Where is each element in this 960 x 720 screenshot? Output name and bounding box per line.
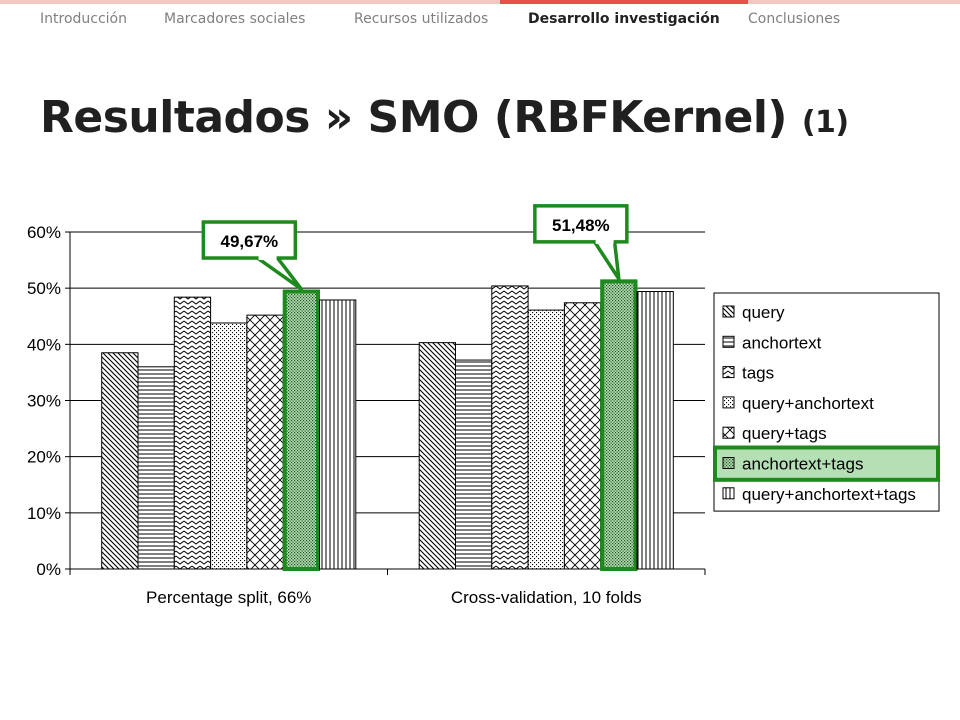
top-navigation: Introducción Marcadores sociales Recurso… — [0, 0, 960, 38]
x-category-label: Percentage split, 66% — [146, 588, 311, 607]
y-tick-label: 10% — [27, 504, 61, 523]
callout-pointer — [592, 240, 621, 281]
bar-tags — [173, 296, 212, 570]
callout-pointer-mask — [258, 255, 277, 261]
y-tick-label: 20% — [27, 448, 61, 467]
chart-labels: 0% 10% 20% 30% 40% 50% 60% Percentage split, 66… — [27, 223, 642, 607]
callout-label: 49,67% — [221, 232, 279, 251]
legend-swatch — [722, 305, 735, 318]
slide-title-main: Resultados » SMO (RBFKernel) — [40, 92, 802, 143]
callout-pointer — [255, 256, 304, 291]
chart-bars — [101, 279, 674, 571]
legend-label: query — [742, 303, 785, 322]
value-callout: 51,48% — [533, 204, 629, 281]
legend-label: query+anchortext — [742, 394, 874, 413]
legend-swatch — [722, 366, 735, 379]
nav-progress-track — [0, 0, 960, 4]
callout-box — [201, 220, 298, 260]
slide-title-sub: (1) — [801, 105, 849, 140]
legend-swatch — [722, 335, 735, 348]
bar-query-anchortext — [210, 322, 248, 570]
bar-query-tags — [563, 302, 602, 570]
nav-tab-conclusiones[interactable]: Conclusiones — [748, 11, 841, 27]
callout-pointer-mask — [595, 238, 614, 244]
bar-query — [101, 352, 139, 570]
legend-swatch — [722, 396, 735, 409]
legend-label: anchortext — [742, 333, 822, 352]
slide-title: Resultados » SMO (RBFKernel) (1) — [40, 92, 849, 143]
legend-swatch — [722, 487, 735, 500]
bar-query-anchortext — [527, 309, 565, 570]
bar-anchortext-tags — [282, 289, 321, 571]
bar-query-tags — [246, 314, 284, 570]
x-category-label: Cross-validation, 10 folds — [451, 588, 642, 607]
nav-tab-introduccion[interactable]: Introducción — [40, 11, 127, 27]
nav-tab-desarrollo-investigacion[interactable]: Desarrollo investigación — [500, 0, 748, 38]
y-tick-label: 50% — [27, 279, 61, 298]
callout-box — [533, 204, 629, 244]
y-tick-label: 30% — [27, 392, 61, 411]
legend-label: tags — [742, 364, 774, 383]
y-tick-label: 0% — [36, 560, 61, 579]
nav-tab-recursos-utilizados[interactable]: Recursos utilizados — [354, 11, 489, 27]
bar-query — [418, 342, 457, 570]
legend-label: anchortext+tags — [742, 455, 863, 474]
legend-highlight — [713, 445, 940, 482]
chart-callouts: 49,67% 51,48% — [201, 204, 629, 291]
bar-anchortext — [137, 366, 175, 570]
y-tick-label: 40% — [27, 335, 61, 354]
chart-legend: query anchortext tags query+anchortext query… — [713, 292, 940, 512]
legend-swatch — [722, 426, 735, 439]
callout-label: 51,48% — [552, 216, 610, 235]
value-callout: 49,67% — [201, 220, 304, 291]
legend-swatch — [722, 457, 735, 469]
bar-query-anchortext-tags — [636, 291, 674, 570]
bar-anchortext-tags — [600, 279, 638, 571]
bar-query-anchortext-tags — [319, 299, 357, 570]
y-tick-label: 60% — [27, 223, 61, 242]
bar-anchortext — [455, 359, 493, 570]
legend-label: query+tags — [742, 424, 827, 443]
legend-label: query+anchortext+tags — [742, 485, 916, 504]
bar-tags — [491, 285, 529, 570]
nav-tab-marcadores-sociales[interactable]: Marcadores sociales — [164, 11, 306, 27]
